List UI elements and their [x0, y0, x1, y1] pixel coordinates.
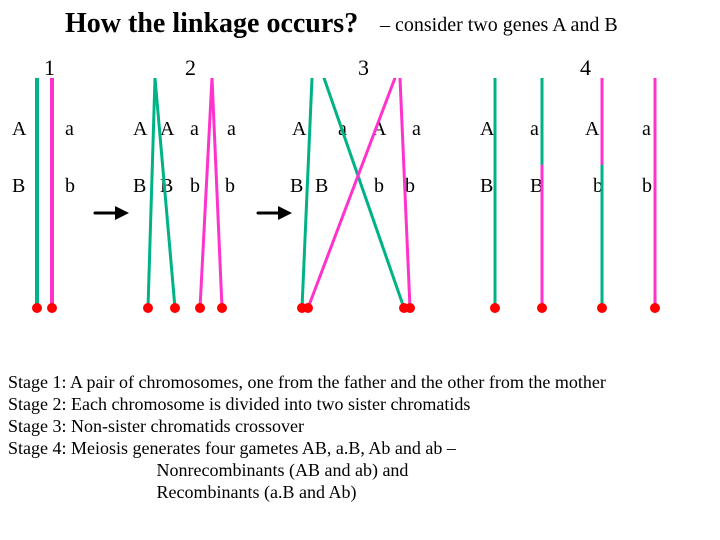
caption-line: Nonrecombinants (AB and ab) and: [8, 460, 408, 481]
caption-line: Recombinants (a.B and Ab): [8, 482, 356, 503]
page-subtitle: – consider two genes A and B: [380, 14, 618, 37]
caption-line: Stage 2: Each chromosome is divided into…: [8, 394, 470, 415]
page-title: How the linkage occurs?: [65, 8, 358, 40]
linkage-diagram: [0, 78, 720, 338]
caption-line: Stage 4: Meiosis generates four gametes …: [8, 438, 456, 459]
caption-line: Stage 3: Non-sister chromatids crossover: [8, 416, 304, 437]
caption-line: Stage 1: A pair of chromosomes, one from…: [8, 372, 606, 393]
